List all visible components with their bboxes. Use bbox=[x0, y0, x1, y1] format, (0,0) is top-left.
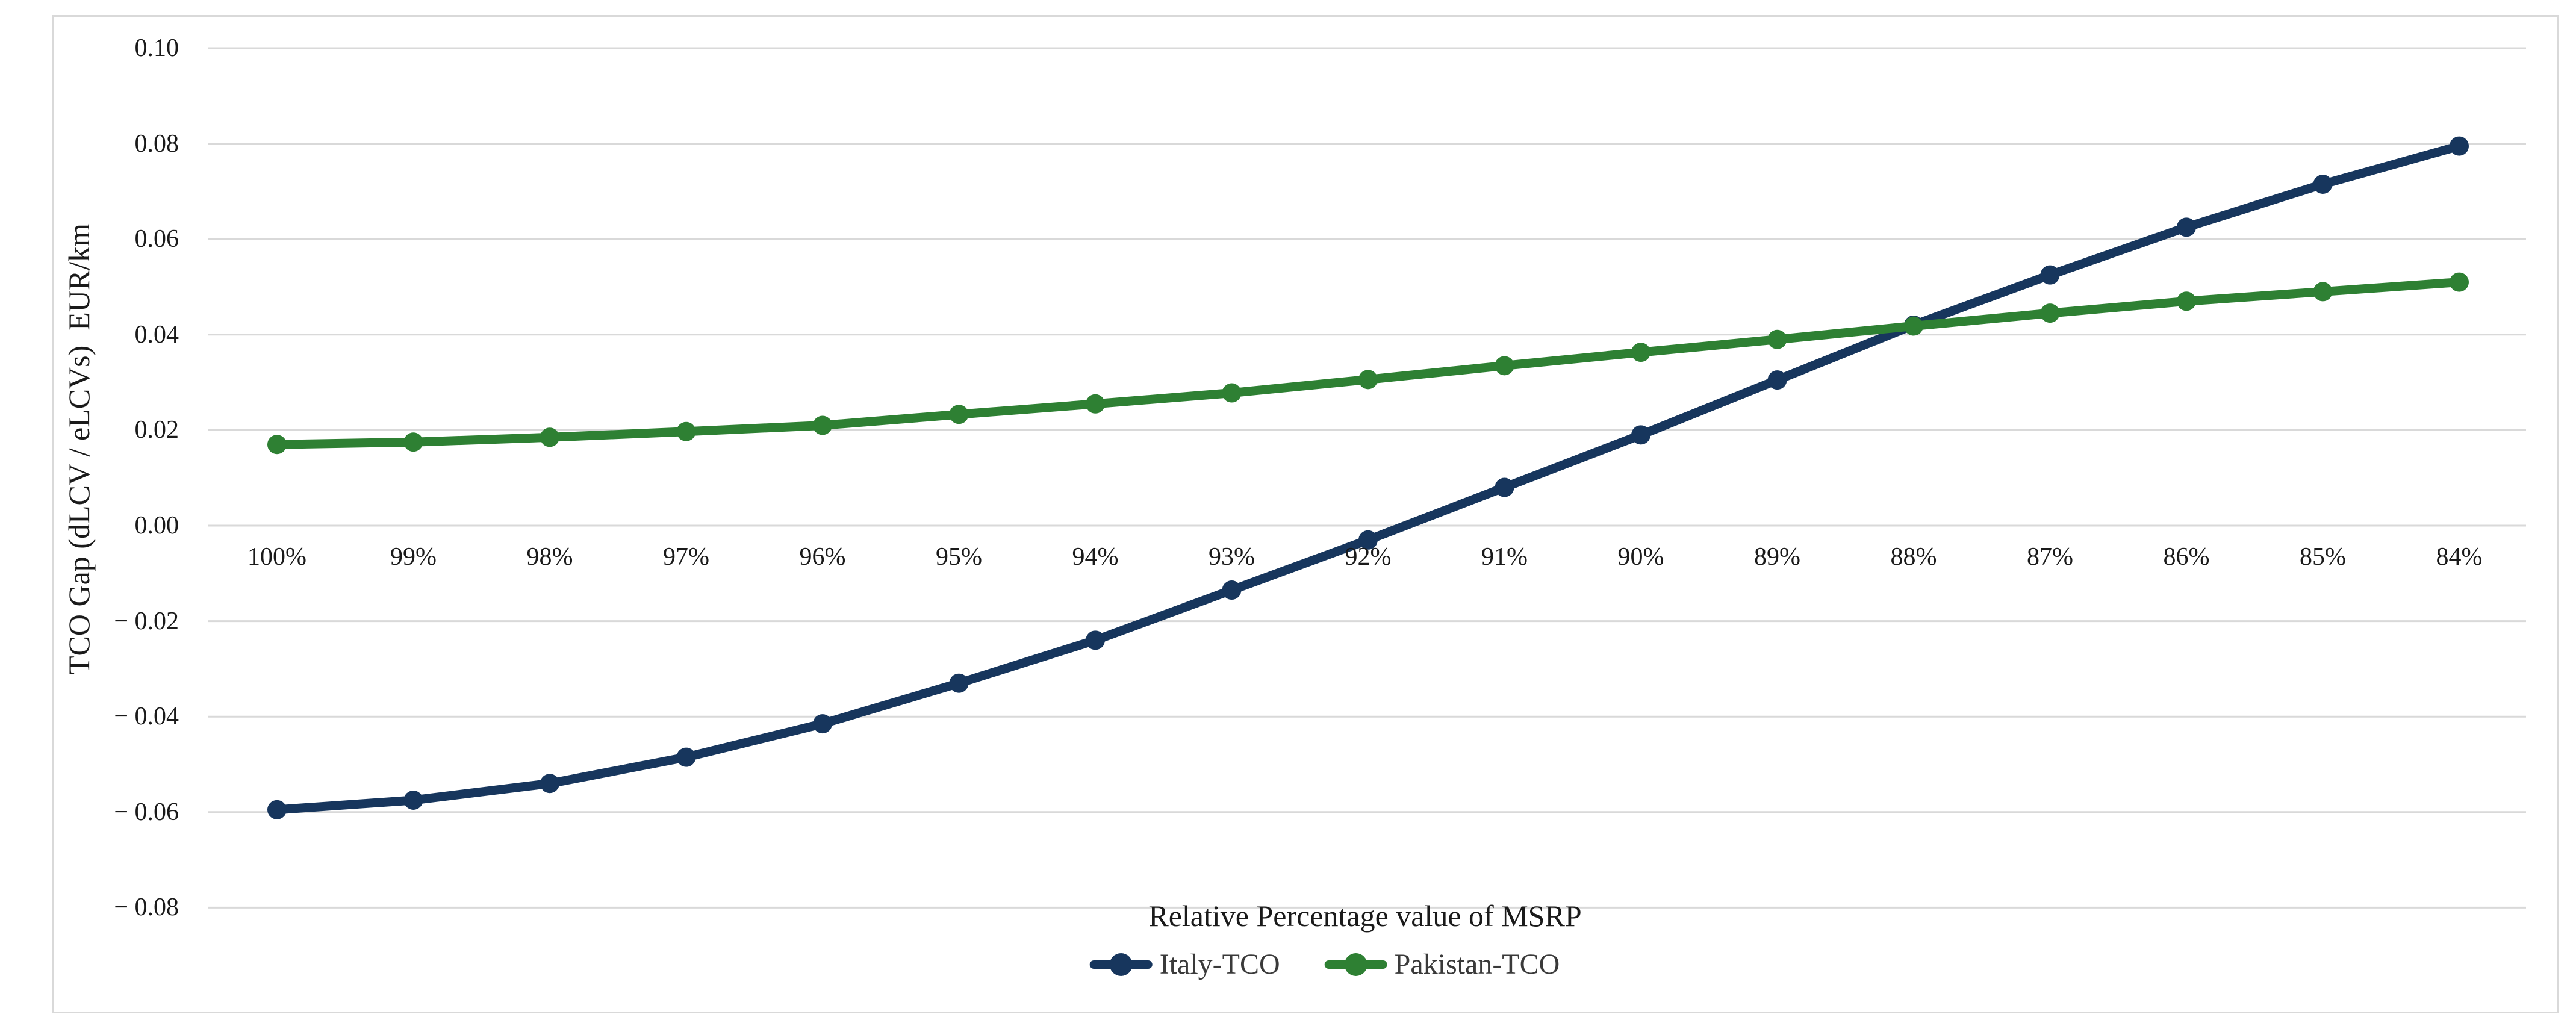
data-point-italy-tco-93% bbox=[1222, 580, 1242, 600]
x-category-label: 84% bbox=[2436, 543, 2483, 571]
data-point-pakistan-tco-88% bbox=[1904, 316, 1923, 336]
legend-line-marker-icon bbox=[1089, 953, 1153, 977]
data-point-italy-tco-89% bbox=[1767, 370, 1787, 390]
chart-legend: Italy-TCO Pakistan-TCO bbox=[1089, 945, 1560, 984]
data-point-italy-tco-98% bbox=[540, 774, 559, 794]
x-category-label: 90% bbox=[1617, 543, 1664, 571]
y-tick-label: 0.08 bbox=[134, 129, 179, 158]
data-point-pakistan-tco-87% bbox=[2040, 303, 2060, 323]
data-point-pakistan-tco-89% bbox=[1767, 329, 1787, 349]
legend-label: Italy-TCO bbox=[1159, 948, 1280, 980]
data-point-italy-tco-85% bbox=[2313, 175, 2333, 194]
y-tick-label: 0.06 bbox=[134, 225, 179, 253]
data-point-italy-tco-100% bbox=[267, 800, 287, 819]
x-category-label: 93% bbox=[1209, 543, 1255, 571]
x-category-label: 95% bbox=[936, 543, 982, 571]
chart-figure bbox=[52, 15, 2559, 1013]
data-point-pakistan-tco-92% bbox=[1358, 370, 1378, 390]
x-category-label: 99% bbox=[390, 543, 437, 571]
data-point-italy-tco-96% bbox=[813, 714, 832, 734]
data-point-italy-tco-84% bbox=[2450, 136, 2469, 156]
data-point-pakistan-tco-94% bbox=[1086, 394, 1105, 414]
x-axis-title: Relative Percentage value of MSRP bbox=[1148, 899, 1582, 933]
series-line-pakistan-tco bbox=[272, 278, 2464, 449]
data-point-italy-tco-87% bbox=[2040, 265, 2060, 285]
x-category-label: 97% bbox=[663, 543, 709, 571]
data-point-italy-tco-86% bbox=[2177, 217, 2196, 237]
x-category-label: 91% bbox=[1481, 543, 1528, 571]
data-point-pakistan-tco-96% bbox=[813, 415, 832, 435]
data-point-italy-tco-90% bbox=[1631, 425, 1650, 445]
legend-line-marker-icon bbox=[1324, 953, 1387, 977]
data-point-pakistan-tco-84% bbox=[2450, 272, 2469, 292]
x-category-label: 89% bbox=[1754, 543, 1800, 571]
x-category-label: 88% bbox=[1890, 543, 1937, 571]
legend-item-pakistan-tco: Pakistan-TCO bbox=[1324, 945, 1560, 984]
data-point-pakistan-tco-86% bbox=[2177, 291, 2196, 311]
legend-item-italy-tco: Italy-TCO bbox=[1089, 945, 1280, 984]
x-category-label: 92% bbox=[1345, 543, 1392, 571]
data-point-pakistan-tco-85% bbox=[2313, 282, 2333, 302]
data-point-pakistan-tco-91% bbox=[1495, 356, 1514, 376]
data-point-pakistan-tco-98% bbox=[540, 427, 559, 447]
data-point-pakistan-tco-95% bbox=[949, 405, 969, 424]
y-tick-label: − 0.04 bbox=[114, 703, 179, 731]
legend-label: Pakistan-TCO bbox=[1394, 948, 1560, 980]
series-line-italy-tco bbox=[272, 141, 2464, 815]
x-category-label: 100% bbox=[247, 543, 306, 571]
data-point-italy-tco-95% bbox=[949, 673, 969, 693]
y-tick-label: 0.10 bbox=[134, 34, 179, 62]
x-category-label: 87% bbox=[2027, 543, 2073, 571]
y-tick-label: 0.00 bbox=[134, 512, 179, 539]
data-point-italy-tco-97% bbox=[676, 747, 696, 767]
y-tick-label: 0.04 bbox=[134, 320, 179, 349]
data-point-pakistan-tco-93% bbox=[1222, 383, 1242, 403]
data-point-italy-tco-91% bbox=[1495, 477, 1514, 497]
data-point-italy-tco-94% bbox=[1086, 630, 1105, 650]
data-point-pakistan-tco-100% bbox=[267, 435, 287, 455]
data-point-italy-tco-99% bbox=[403, 790, 423, 810]
gridlines-group bbox=[208, 47, 2526, 909]
data-point-pakistan-tco-97% bbox=[676, 421, 696, 441]
x-category-label: 98% bbox=[526, 543, 573, 571]
y-tick-label: − 0.08 bbox=[114, 894, 179, 922]
series-group bbox=[267, 136, 2469, 819]
y-axis-title: TCO Gap (dLCV / eLCVs) EUR/km bbox=[62, 223, 96, 674]
x-category-label: 86% bbox=[2163, 543, 2210, 571]
y-tick-label: 0.02 bbox=[134, 416, 179, 444]
x-category-label: 94% bbox=[1072, 543, 1119, 571]
x-category-label: 96% bbox=[799, 543, 846, 571]
data-point-italy-tco-92% bbox=[1358, 530, 1378, 550]
x-category-label: 85% bbox=[2300, 543, 2346, 571]
y-tick-label: − 0.06 bbox=[114, 798, 179, 826]
y-tick-label: − 0.02 bbox=[114, 607, 179, 635]
data-point-pakistan-tco-90% bbox=[1631, 343, 1650, 362]
data-point-pakistan-tco-99% bbox=[403, 432, 423, 452]
